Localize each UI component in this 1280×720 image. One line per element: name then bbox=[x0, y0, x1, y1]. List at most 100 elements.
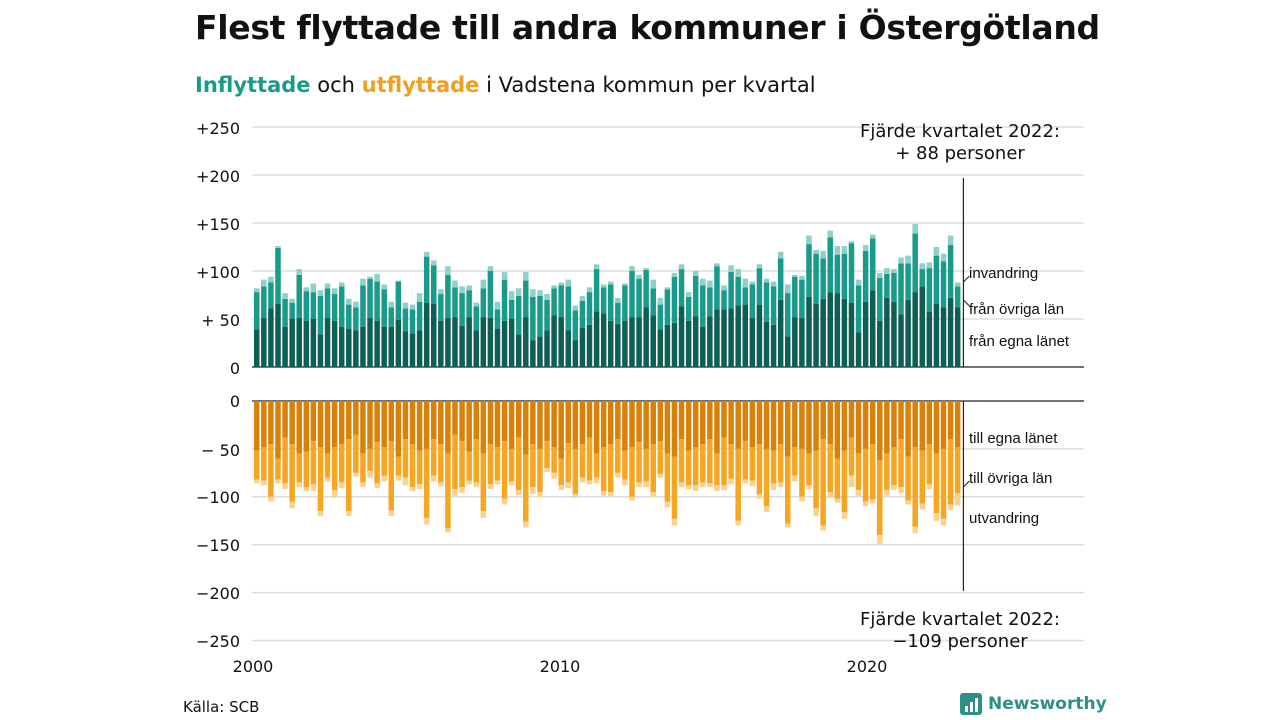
bar-till-övriga-län bbox=[268, 444, 274, 497]
bar-från-egna-länet bbox=[593, 311, 600, 367]
bar-invandring bbox=[848, 241, 855, 244]
bar-från-övriga-län bbox=[841, 253, 848, 299]
bar-från-egna-länet bbox=[459, 325, 465, 367]
series-label-out: utvandring bbox=[969, 510, 1039, 527]
bar-invandring bbox=[650, 279, 656, 289]
bar-från-egna-länet bbox=[282, 326, 288, 367]
bar-utvandring bbox=[431, 475, 437, 482]
bar-till-övriga-län bbox=[721, 437, 727, 486]
bar-till-övriga-län bbox=[707, 439, 713, 484]
bar-utvandring bbox=[593, 477, 600, 484]
bar-från-övriga-län bbox=[947, 245, 954, 298]
newsworthy-logo[interactable]: Newsworthy bbox=[960, 693, 1107, 715]
bar-utvandring bbox=[473, 482, 479, 488]
bar-från-egna-länet bbox=[728, 308, 734, 367]
bar-från-egna-länet bbox=[537, 336, 543, 367]
bar-från-övriga-län bbox=[700, 285, 706, 327]
bar-från-egna-länet bbox=[707, 316, 713, 367]
bar-till-övriga-län bbox=[423, 448, 430, 518]
bar-till-egna-länet bbox=[416, 401, 423, 451]
bar-från-egna-länet bbox=[501, 320, 508, 367]
bar-utvandring bbox=[360, 482, 366, 488]
bar-från-övriga-län bbox=[296, 274, 302, 319]
bar-från-egna-länet bbox=[572, 340, 579, 367]
bar-till-egna-länet bbox=[728, 401, 734, 445]
bar-från-övriga-län bbox=[388, 307, 395, 327]
bar-invandring bbox=[792, 274, 798, 277]
bar-invandring bbox=[565, 279, 572, 287]
bar-till-övriga-län bbox=[671, 456, 678, 519]
bar-till-egna-länet bbox=[714, 401, 720, 454]
subtitle-rest: i Vadstena kommun per kvartal bbox=[486, 73, 816, 97]
bar-till-övriga-län bbox=[445, 453, 451, 529]
bar-från-egna-länet bbox=[367, 318, 373, 367]
bar-invandring bbox=[891, 269, 897, 273]
y-tick-out: −250 bbox=[196, 632, 240, 651]
bar-utvandring bbox=[445, 528, 451, 533]
bar-till-övriga-län bbox=[572, 448, 579, 494]
bar-till-egna-länet bbox=[905, 401, 911, 457]
bar-till-egna-länet bbox=[523, 401, 529, 455]
bar-utvandring bbox=[650, 492, 656, 497]
bar-utvandring bbox=[940, 518, 947, 526]
bar-från-övriga-län bbox=[728, 271, 734, 309]
bar-till-övriga-län bbox=[353, 434, 359, 473]
bar-från-övriga-län bbox=[855, 285, 862, 333]
bar-invandring bbox=[615, 297, 621, 303]
bar-från-egna-länet bbox=[289, 319, 295, 367]
bar-från-övriga-län bbox=[487, 271, 494, 319]
bar-utvandring bbox=[374, 483, 380, 489]
bar-invandring bbox=[487, 266, 494, 271]
bar-invandring bbox=[813, 249, 819, 254]
bar-invandring bbox=[905, 255, 911, 264]
bar-invandring bbox=[749, 281, 756, 285]
bar-till-egna-länet bbox=[466, 401, 472, 452]
bar-utvandring bbox=[254, 479, 260, 484]
bar-utvandring bbox=[466, 480, 472, 485]
bar-till-övriga-län bbox=[615, 439, 621, 473]
bar-utvandring bbox=[678, 482, 685, 488]
bar-utvandring bbox=[423, 517, 430, 525]
bar-från-egna-länet bbox=[317, 334, 324, 367]
bar-till-övriga-län bbox=[650, 444, 656, 493]
bar-från-övriga-län bbox=[501, 279, 508, 321]
bar-till-egna-länet bbox=[261, 401, 267, 447]
bar-invandring bbox=[919, 263, 926, 270]
bar-till-övriga-län bbox=[714, 453, 720, 486]
bar-från-egna-länet bbox=[487, 318, 494, 367]
bar-från-egna-länet bbox=[799, 318, 805, 367]
bar-till-egna-länet bbox=[501, 401, 508, 442]
bar-invandring bbox=[515, 288, 522, 296]
bar-utvandring bbox=[438, 482, 444, 487]
bar-till-egna-länet bbox=[770, 401, 777, 451]
bar-från-övriga-län bbox=[692, 275, 699, 317]
bar-invandring bbox=[310, 283, 317, 293]
bar-från-övriga-län bbox=[827, 237, 833, 293]
bar-till-egna-länet bbox=[735, 401, 741, 449]
bar-invandring bbox=[622, 283, 628, 286]
bar-från-övriga-län bbox=[360, 285, 366, 327]
bar-till-övriga-län bbox=[331, 446, 338, 491]
bar-från-övriga-län bbox=[834, 254, 841, 294]
bar-från-egna-länet bbox=[409, 333, 416, 367]
bar-till-övriga-län bbox=[884, 453, 890, 491]
bar-från-övriga-län bbox=[905, 263, 911, 300]
bar-från-egna-länet bbox=[480, 317, 487, 367]
bar-invandring bbox=[438, 289, 444, 295]
bar-till-egna-länet bbox=[919, 401, 926, 451]
bar-från-övriga-län bbox=[877, 277, 883, 321]
subtitle-utflyttade: utflyttade bbox=[361, 73, 480, 97]
bar-invandring bbox=[409, 304, 416, 310]
bar-från-övriga-län bbox=[820, 258, 826, 299]
bar-utvandring bbox=[763, 506, 770, 513]
bar-till-egna-länet bbox=[586, 401, 593, 438]
bar-till-övriga-län bbox=[565, 443, 572, 483]
bar-invandring bbox=[459, 286, 465, 294]
bar-till-egna-länet bbox=[445, 401, 451, 454]
bar-från-övriga-län bbox=[409, 309, 416, 334]
leader-tick bbox=[963, 275, 970, 283]
bar-till-egna-länet bbox=[480, 401, 487, 454]
bar-utvandring bbox=[480, 511, 487, 518]
bar-till-övriga-län bbox=[416, 450, 423, 485]
bar-från-övriga-län bbox=[317, 295, 324, 335]
